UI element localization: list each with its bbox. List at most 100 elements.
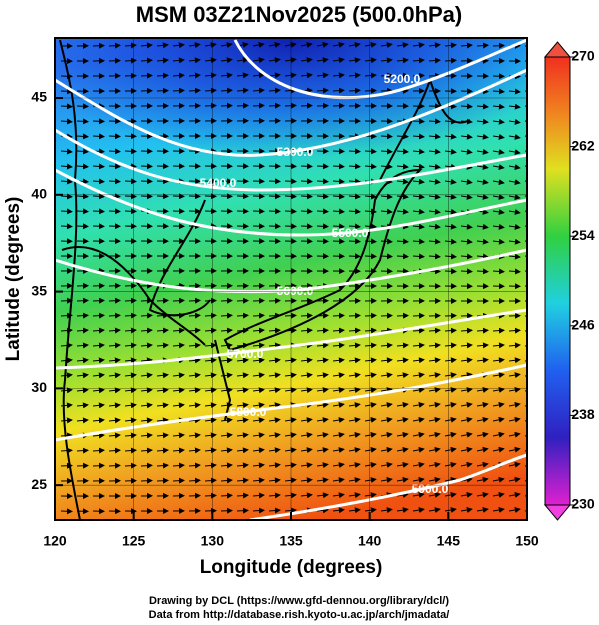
wind-vector bbox=[412, 223, 425, 230]
wind-vector bbox=[220, 72, 233, 79]
wind-vector bbox=[492, 491, 505, 498]
wind-vector bbox=[220, 492, 233, 499]
wind-vector bbox=[476, 103, 489, 110]
wind-vector bbox=[60, 148, 73, 155]
wind-vector bbox=[476, 416, 489, 423]
wind-vector bbox=[444, 42, 457, 49]
wind-vector bbox=[124, 402, 137, 409]
wind-vector bbox=[380, 133, 393, 140]
contour bbox=[233, 38, 527, 100]
wind-vector bbox=[172, 477, 185, 484]
wind-vector bbox=[76, 357, 89, 364]
y-tick-label: 40 bbox=[31, 185, 47, 201]
wind-vector bbox=[508, 357, 521, 364]
wind-vector bbox=[332, 327, 345, 334]
wind-vector bbox=[444, 223, 457, 230]
wind-vector bbox=[124, 372, 137, 379]
wind-vector bbox=[268, 447, 281, 454]
wind-vector bbox=[444, 416, 457, 423]
contour-label: 5400.0 bbox=[200, 176, 237, 190]
x-tick-label: 140 bbox=[358, 533, 382, 549]
wind-vector bbox=[220, 417, 233, 424]
wind-vector bbox=[492, 387, 505, 393]
wind-vector bbox=[108, 342, 121, 349]
wind-vector bbox=[348, 208, 361, 215]
wind-vector bbox=[492, 357, 505, 364]
wind-vector bbox=[332, 387, 345, 394]
wind-vector bbox=[140, 297, 153, 304]
y-axis-label: Latitude (degrees) bbox=[3, 197, 24, 362]
wind-vector bbox=[188, 357, 201, 364]
wind-vector bbox=[444, 133, 457, 140]
wind-vector bbox=[412, 42, 425, 49]
wind-vector bbox=[124, 357, 137, 364]
wind-vector bbox=[332, 41, 345, 48]
wind-vector bbox=[172, 402, 185, 409]
wind-vector bbox=[60, 447, 73, 454]
wind-vector bbox=[460, 253, 473, 260]
wind-vector bbox=[236, 372, 249, 379]
wind-vector bbox=[444, 387, 457, 393]
wind-vector bbox=[492, 133, 505, 140]
wind-vector bbox=[444, 193, 457, 200]
wind-vector bbox=[364, 492, 377, 499]
wind-vector bbox=[60, 402, 73, 409]
wind-vector bbox=[172, 297, 185, 304]
wind-vector bbox=[508, 416, 521, 423]
wind-vector bbox=[284, 387, 297, 394]
wind-vector bbox=[316, 178, 329, 185]
coastline bbox=[148, 199, 211, 317]
wind-vector bbox=[172, 87, 185, 94]
credit: Data from http://database.rish.kyoto-u.a… bbox=[149, 609, 450, 621]
wind-vector bbox=[172, 72, 185, 79]
colorbar bbox=[544, 56, 571, 506]
wind-vector bbox=[412, 238, 425, 245]
wind-vector bbox=[316, 432, 329, 439]
wind-vector bbox=[412, 507, 425, 514]
wind-vector bbox=[76, 387, 89, 394]
wind-vector bbox=[444, 327, 457, 334]
wind-vector bbox=[92, 387, 105, 394]
wind-vector bbox=[108, 178, 121, 185]
x-tick-label: 150 bbox=[515, 533, 539, 549]
wind-vector bbox=[332, 57, 345, 64]
wind-vector bbox=[236, 57, 249, 64]
wind-vector bbox=[380, 193, 393, 200]
wind-vector bbox=[332, 372, 345, 379]
colorbar-tick-label: 230 bbox=[571, 496, 595, 512]
colorbar-under bbox=[543, 504, 572, 521]
wind-vector bbox=[252, 372, 265, 379]
wind-vector bbox=[460, 148, 473, 155]
wind-vector bbox=[252, 72, 265, 79]
x-tick-label: 135 bbox=[279, 533, 303, 549]
wind-vector bbox=[268, 342, 281, 349]
wind-vector bbox=[156, 57, 169, 64]
wind-vector bbox=[380, 72, 393, 79]
wind-vector bbox=[156, 42, 169, 49]
wind-vector bbox=[76, 208, 89, 215]
wind-vector bbox=[268, 477, 281, 484]
wind-vector bbox=[204, 342, 217, 349]
wind-vector bbox=[380, 208, 393, 215]
wind-vector bbox=[428, 507, 441, 513]
wind-vector bbox=[268, 507, 281, 514]
wind-vector bbox=[508, 88, 521, 95]
wind-vector bbox=[252, 342, 265, 349]
wind-vector bbox=[348, 238, 361, 245]
wind-vector bbox=[252, 417, 265, 424]
wind-vector bbox=[460, 476, 473, 483]
wind-vector bbox=[444, 372, 457, 379]
wind-vector bbox=[172, 327, 185, 334]
y-tick-label: 35 bbox=[31, 282, 47, 298]
wind-vector bbox=[76, 372, 89, 379]
wind-vector bbox=[108, 42, 121, 49]
wind-vector bbox=[60, 327, 73, 334]
wind-vector bbox=[428, 327, 441, 334]
wind-vector bbox=[348, 72, 361, 79]
wind-vector bbox=[508, 134, 521, 140]
wind-vector bbox=[412, 342, 425, 349]
wind-vector bbox=[252, 327, 265, 334]
wind-vector bbox=[476, 253, 489, 260]
wind-vector bbox=[508, 507, 521, 513]
wind-vector bbox=[220, 57, 233, 64]
